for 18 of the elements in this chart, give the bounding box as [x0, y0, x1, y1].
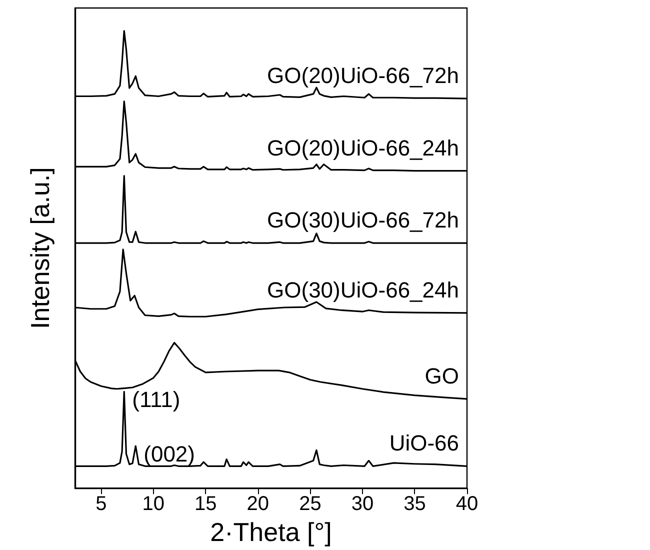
series-label: GO(20)UiO-66_24h	[267, 135, 459, 160]
x-tick-label: 15	[194, 493, 217, 516]
annotation: (002)	[144, 442, 195, 467]
y-axis-title: Intensity [a.u.]	[25, 167, 55, 329]
series-label: UiO-66	[389, 430, 459, 456]
x-tick-label: 5	[96, 493, 107, 516]
x-tick-label: 10	[142, 493, 165, 516]
x-tick-label: 35	[404, 493, 426, 516]
annotation: (111)	[132, 387, 180, 412]
series-label: GO(20)UiO-66_72h	[267, 63, 459, 88]
x-axis-title: 2·Theta [°]	[210, 517, 332, 547]
series-label: GO	[424, 363, 459, 388]
x-tick-label: 25	[299, 493, 322, 516]
x-tick-label: 20	[246, 493, 270, 516]
x-tick-label: 30	[351, 493, 374, 516]
series-label: GO(30)UiO-66_24h	[267, 277, 459, 302]
series-label: GO(30)UiO-66_72h	[267, 208, 459, 233]
x-tick-label: 40	[456, 493, 478, 516]
